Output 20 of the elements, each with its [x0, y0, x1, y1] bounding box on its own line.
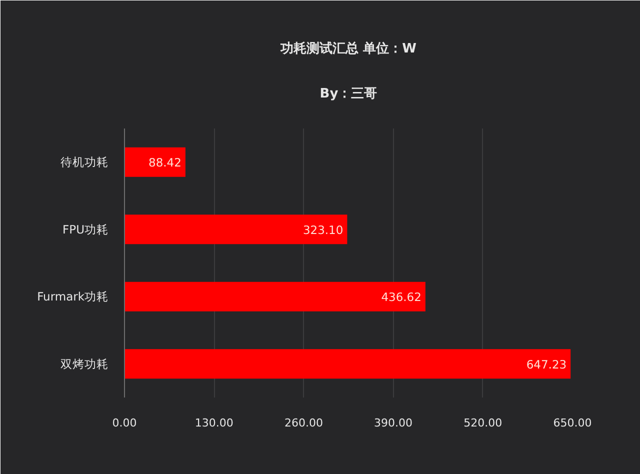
y-tick-label: FPU功耗 — [62, 222, 108, 236]
x-tick-label: 520.00 — [464, 416, 502, 430]
y-tick-label: Furmark功耗 — [37, 290, 108, 304]
chart-title: 功耗测试汇总 单位：W — [280, 40, 416, 56]
data-label: 323.10 — [302, 222, 344, 237]
x-tick-label: 650.00 — [553, 416, 592, 430]
x-tick-label: 260.00 — [284, 416, 323, 430]
bar — [124, 214, 348, 244]
y-tick-label: 待机功耗 — [60, 155, 108, 170]
bar — [124, 349, 571, 379]
bar — [124, 282, 426, 312]
bar — [124, 147, 186, 177]
x-tick-label: 130.00 — [194, 416, 234, 430]
data-label: 647.23 — [526, 357, 567, 372]
data-label: 436.62 — [381, 290, 422, 304]
y-tick-label: 双烤功耗 — [60, 356, 108, 371]
x-tick-label: 390.00 — [374, 416, 413, 430]
chart-subtitle: By：三哥 — [320, 86, 378, 102]
data-label: 88.42 — [148, 156, 182, 170]
x-tick-label: 0.00 — [112, 416, 137, 430]
